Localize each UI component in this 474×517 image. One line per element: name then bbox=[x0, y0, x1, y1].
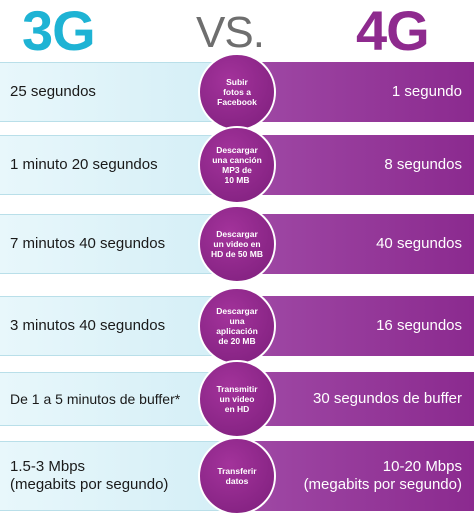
cell-3g bbox=[0, 296, 237, 356]
cell-4g bbox=[237, 372, 474, 426]
cell-3g bbox=[0, 441, 237, 511]
value-3g: De 1 a 5 minutos de buffer* bbox=[10, 391, 181, 407]
task-circle-upload-photos: Subir fotos a Facebook bbox=[198, 53, 276, 131]
task-label: Transferir datos bbox=[217, 466, 257, 486]
task-label: Transmitir un video en HD bbox=[216, 384, 258, 414]
header: 3G VS. 4G bbox=[0, 0, 474, 62]
row-download-hd-video: 7 minutos 40 segundos 40 segundos bbox=[0, 214, 474, 274]
task-label: Descargar una canción MP3 de 10 MB bbox=[212, 145, 262, 185]
value-4g: 8 segundos bbox=[384, 156, 462, 173]
row-download-app: 3 minutos 40 segundos 16 segundos bbox=[0, 296, 474, 356]
task-circle-download-app: Descargar una aplicación de 20 MB bbox=[198, 287, 276, 365]
cell-4g bbox=[237, 62, 474, 122]
cell-3g bbox=[0, 135, 237, 195]
title-4g: 4G bbox=[356, 0, 430, 62]
task-circle-stream-hd-video: Transmitir un video en HD bbox=[198, 360, 276, 438]
value-3g: 25 segundos bbox=[10, 83, 96, 100]
row-transfer-data: 1.5-3 Mbps (megabits por segundo) 10-20 … bbox=[0, 441, 474, 511]
value-4g: 16 segundos bbox=[376, 317, 462, 334]
task-label: Subir fotos a Facebook bbox=[217, 77, 257, 107]
row-download-mp3: 1 minuto 20 segundos 8 segundos bbox=[0, 135, 474, 195]
value-3g: 1 minuto 20 segundos bbox=[10, 156, 158, 173]
cell-3g bbox=[0, 62, 237, 122]
cell-4g bbox=[237, 214, 474, 274]
cell-3g bbox=[0, 214, 237, 274]
task-circle-transfer-data: Transferir datos bbox=[198, 437, 276, 515]
row-stream-hd-video: De 1 a 5 minutos de buffer* 30 segundos … bbox=[0, 372, 474, 426]
title-3g: 3G bbox=[22, 0, 96, 62]
task-circle-download-hd-video: Descargar un video en HD de 50 MB bbox=[198, 205, 276, 283]
cell-4g bbox=[237, 135, 474, 195]
value-4g: 40 segundos bbox=[376, 235, 462, 252]
title-vs: VS. bbox=[196, 8, 265, 57]
value-3g: 7 minutos 40 segundos bbox=[10, 235, 166, 252]
task-label: Descargar un video en HD de 50 MB bbox=[211, 229, 263, 259]
row-upload-photos: 25 segundos 1 segundo bbox=[0, 62, 474, 122]
value-3g: 3 minutos 40 segundos bbox=[10, 317, 166, 334]
value-4g: 1 segundo bbox=[391, 83, 462, 100]
cell-4g bbox=[237, 296, 474, 356]
value-4g: 10-20 Mbps (megabits por segundo) bbox=[303, 458, 462, 493]
cell-3g bbox=[0, 372, 237, 426]
value-4g: 30 segundos de buffer bbox=[312, 390, 462, 407]
cell-4g bbox=[237, 441, 474, 511]
value-3g: 1.5-3 Mbps (megabits por segundo) bbox=[10, 458, 169, 493]
task-circle-download-mp3: Descargar una canción MP3 de 10 MB bbox=[198, 126, 276, 204]
task-label: Descargar una aplicación de 20 MB bbox=[216, 306, 258, 346]
